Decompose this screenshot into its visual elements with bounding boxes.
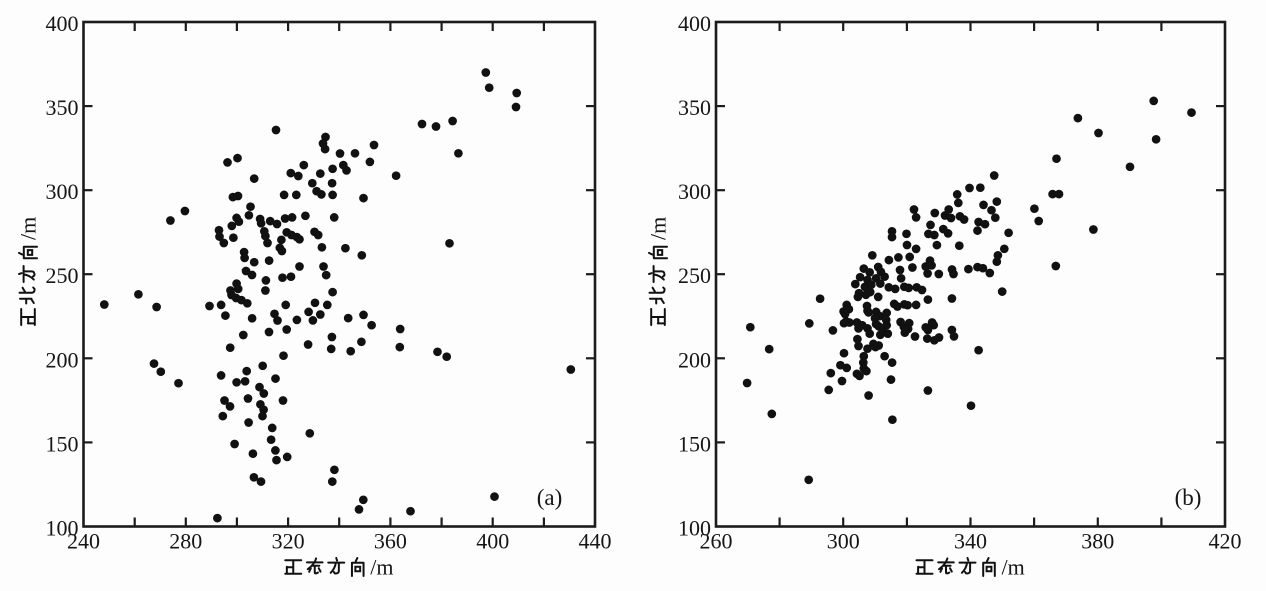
svg-text:380: 380: [1081, 529, 1114, 554]
svg-text:300: 300: [46, 179, 79, 204]
svg-text:200: 200: [678, 347, 711, 372]
svg-text:100: 100: [46, 516, 79, 541]
svg-text:250: 250: [678, 263, 711, 288]
svg-text:350: 350: [678, 95, 711, 120]
svg-text:260: 260: [700, 529, 733, 554]
svg-text:320: 320: [272, 529, 305, 554]
svg-text:440: 440: [579, 529, 612, 554]
svg-text:/m: /m: [16, 217, 41, 240]
svg-text:280: 280: [169, 529, 202, 554]
svg-text:250: 250: [46, 263, 79, 288]
svg-text:400: 400: [46, 11, 79, 36]
svg-text:350: 350: [46, 95, 79, 120]
svg-text:(a): (a): [537, 485, 563, 510]
svg-text:/m: /m: [1002, 555, 1025, 580]
svg-text:150: 150: [46, 431, 79, 456]
svg-text:400: 400: [678, 11, 711, 36]
svg-text:340: 340: [954, 529, 987, 554]
svg-text:300: 300: [678, 179, 711, 204]
svg-text:240: 240: [67, 529, 100, 554]
svg-text:/m: /m: [370, 555, 393, 580]
svg-text:400: 400: [476, 529, 509, 554]
svg-text:420: 420: [1209, 529, 1242, 554]
svg-text:300: 300: [827, 529, 860, 554]
svg-text:200: 200: [46, 347, 79, 372]
svg-text:150: 150: [678, 431, 711, 456]
svg-text:/m: /m: [646, 217, 671, 240]
svg-text:360: 360: [374, 529, 407, 554]
svg-text:100: 100: [678, 516, 711, 541]
svg-text:(b): (b): [1175, 485, 1202, 510]
